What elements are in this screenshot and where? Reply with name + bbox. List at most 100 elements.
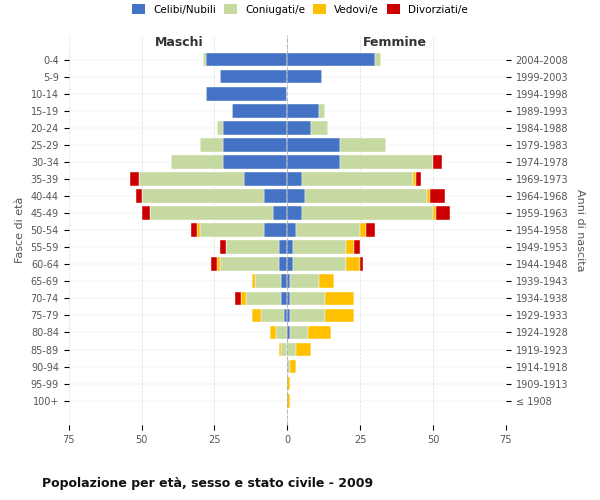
Bar [287, 394, 290, 407]
Bar [340, 155, 433, 168]
Bar [287, 326, 290, 340]
Bar [360, 258, 363, 271]
Text: Popolazione per età, sesso e stato civile - 2009: Popolazione per età, sesso e stato civil… [42, 477, 373, 490]
Bar [244, 172, 287, 186]
Bar [203, 52, 206, 66]
Bar [287, 292, 290, 305]
Bar [264, 224, 287, 237]
Bar [284, 308, 287, 322]
Bar [150, 206, 272, 220]
Bar [220, 70, 287, 84]
Bar [413, 172, 416, 186]
Bar [272, 206, 287, 220]
Bar [130, 172, 139, 186]
Bar [436, 206, 451, 220]
Bar [217, 121, 223, 134]
Bar [261, 308, 284, 322]
Y-axis label: Fasce di età: Fasce di età [15, 197, 25, 264]
Bar [287, 308, 290, 322]
Bar [287, 189, 305, 203]
Bar [232, 104, 287, 118]
Bar [211, 258, 217, 271]
Bar [319, 104, 325, 118]
Bar [287, 342, 296, 356]
Bar [220, 240, 226, 254]
Bar [287, 224, 296, 237]
Bar [142, 206, 150, 220]
Bar [255, 274, 281, 288]
Bar [217, 258, 220, 271]
Bar [302, 172, 413, 186]
Y-axis label: Anni di nascita: Anni di nascita [575, 189, 585, 272]
Bar [247, 292, 281, 305]
Bar [278, 240, 287, 254]
Bar [226, 240, 278, 254]
Bar [270, 326, 275, 340]
Bar [287, 206, 302, 220]
Bar [287, 70, 322, 84]
Bar [293, 258, 346, 271]
Bar [287, 258, 293, 271]
Text: Maschi: Maschi [155, 36, 204, 50]
Bar [197, 224, 200, 237]
Bar [366, 224, 374, 237]
Bar [325, 308, 354, 322]
Bar [287, 274, 290, 288]
Bar [325, 292, 354, 305]
Bar [287, 121, 311, 134]
Bar [346, 240, 354, 254]
Bar [340, 138, 386, 151]
Bar [287, 104, 319, 118]
Bar [433, 206, 436, 220]
Bar [223, 121, 287, 134]
Bar [200, 224, 264, 237]
Bar [287, 172, 302, 186]
Bar [139, 172, 244, 186]
Bar [287, 240, 293, 254]
Bar [374, 52, 380, 66]
Bar [278, 342, 281, 356]
Bar [287, 138, 340, 151]
Bar [296, 224, 360, 237]
Bar [287, 377, 290, 390]
Bar [287, 360, 290, 374]
Bar [220, 258, 278, 271]
Bar [206, 52, 287, 66]
Bar [235, 292, 241, 305]
Bar [360, 224, 366, 237]
Bar [170, 155, 223, 168]
Bar [223, 155, 287, 168]
Bar [290, 326, 308, 340]
Bar [281, 342, 287, 356]
Bar [281, 292, 287, 305]
Bar [275, 326, 287, 340]
Bar [305, 189, 427, 203]
Bar [346, 258, 360, 271]
Bar [354, 240, 360, 254]
Legend: Celibi/Nubili, Coniugati/e, Vedovi/e, Divorziati/e: Celibi/Nubili, Coniugati/e, Vedovi/e, Di… [128, 0, 472, 19]
Bar [290, 292, 325, 305]
Bar [223, 138, 287, 151]
Bar [293, 240, 346, 254]
Bar [290, 308, 325, 322]
Bar [287, 52, 374, 66]
Bar [136, 189, 142, 203]
Bar [142, 189, 264, 203]
Bar [252, 308, 261, 322]
Bar [416, 172, 421, 186]
Bar [308, 326, 331, 340]
Bar [252, 274, 255, 288]
Bar [278, 258, 287, 271]
Bar [264, 189, 287, 203]
Bar [430, 189, 445, 203]
Bar [433, 155, 442, 168]
Bar [290, 274, 319, 288]
Bar [241, 292, 247, 305]
Bar [287, 155, 340, 168]
Bar [281, 274, 287, 288]
Bar [311, 121, 328, 134]
Bar [296, 342, 311, 356]
Text: Femmine: Femmine [363, 36, 427, 50]
Bar [427, 189, 430, 203]
Bar [319, 274, 334, 288]
